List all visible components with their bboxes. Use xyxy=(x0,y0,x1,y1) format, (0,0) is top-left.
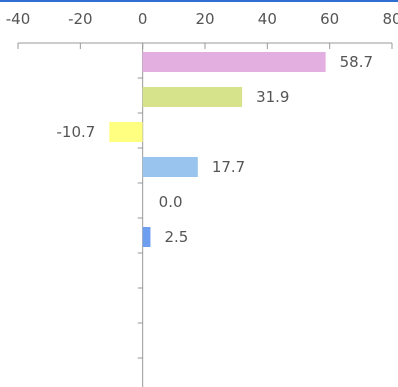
bar-2 xyxy=(109,122,143,142)
value-label-1: 31.9 xyxy=(256,88,289,106)
chart-bars xyxy=(109,52,326,247)
value-label-0: 58.7 xyxy=(340,53,373,71)
value-label-2: -10.7 xyxy=(57,123,96,141)
value-label-4: 0.0 xyxy=(159,193,183,211)
x-tick-label-4: 40 xyxy=(258,10,277,28)
x-tick-label-5: 60 xyxy=(320,10,339,28)
x-tick-label-2: 0 xyxy=(138,10,148,28)
bar-3 xyxy=(142,157,198,177)
chart-axes: -40 -20 0 20 40 60 80 xyxy=(6,10,398,387)
chart-value-labels: 58.7 31.9 -10.7 17.7 0.0 2.5 xyxy=(57,53,374,246)
value-label-5: 2.5 xyxy=(164,228,188,246)
bar-5 xyxy=(142,227,151,247)
top-accent-rule xyxy=(0,0,398,2)
x-tick-label-0: -40 xyxy=(6,10,31,28)
value-label-3: 17.7 xyxy=(212,158,245,176)
bar-0 xyxy=(142,52,326,72)
x-tick-label-1: -20 xyxy=(68,10,93,28)
bar-1 xyxy=(142,87,243,107)
x-tick-label-3: 20 xyxy=(195,10,214,28)
x-tick-label-6: 80 xyxy=(382,10,398,28)
